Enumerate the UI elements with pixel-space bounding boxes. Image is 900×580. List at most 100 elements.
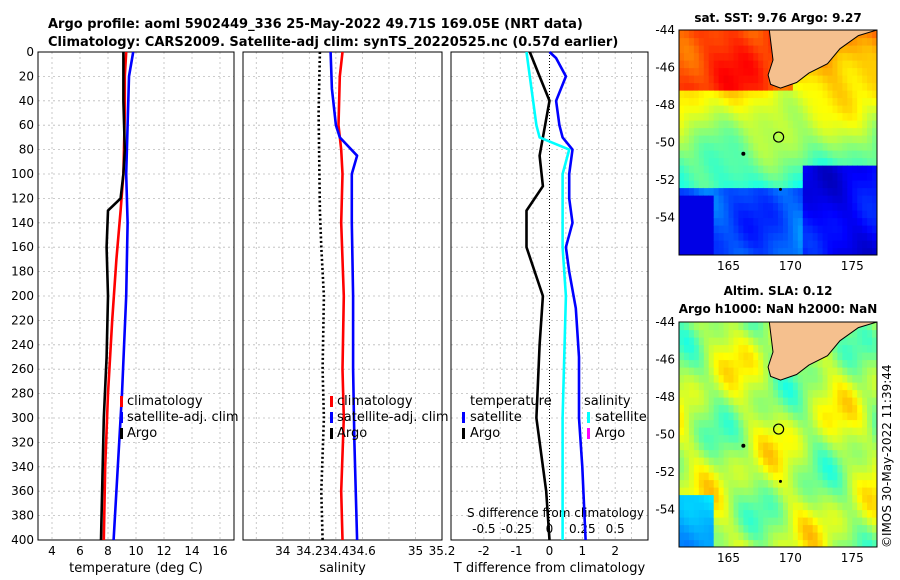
- map-cell: [768, 60, 774, 69]
- map-cell: [862, 374, 868, 383]
- map-cell: [872, 165, 877, 174]
- map-cell: [718, 187, 725, 196]
- map-cell: [748, 97, 754, 106]
- map-cell: [713, 397, 720, 406]
- map-cell: [713, 45, 720, 54]
- map-cell: [842, 344, 848, 353]
- map-cell: [733, 157, 740, 166]
- map-cell: [872, 427, 877, 436]
- map-cell: [787, 105, 794, 114]
- map-cell: [857, 427, 863, 436]
- map-cell: [783, 487, 789, 496]
- map-cell: [679, 442, 685, 451]
- map-cell: [832, 359, 839, 368]
- map-cell: [852, 449, 858, 458]
- map-cell: [857, 247, 863, 255]
- map-cell: [723, 67, 730, 76]
- map-cell: [753, 427, 759, 436]
- map-cell: [832, 449, 839, 458]
- map-cell: [872, 344, 877, 353]
- map-cell: [684, 352, 690, 361]
- map-cell: [817, 389, 824, 398]
- map-cell: [703, 367, 710, 376]
- map-cell: [817, 359, 824, 368]
- map-cell: [753, 419, 759, 428]
- map-cell: [867, 90, 873, 99]
- map-cell: [852, 464, 858, 473]
- map-cell: [733, 210, 740, 219]
- map-cell: [817, 502, 824, 511]
- map-cell: [758, 150, 764, 159]
- map-cell: [768, 127, 774, 136]
- map-cell: [693, 509, 700, 518]
- map-cell: [832, 240, 839, 249]
- map-cell: [847, 112, 853, 121]
- map-cell: [679, 37, 685, 46]
- map-cell: [703, 389, 710, 398]
- map-cell: [787, 389, 794, 398]
- map-cell: [753, 60, 759, 69]
- map-cell: [872, 374, 877, 383]
- map-cell: [693, 382, 700, 391]
- y-tick-label: 120: [11, 191, 34, 205]
- map-cell: [827, 67, 834, 76]
- map-cell: [792, 374, 799, 383]
- map-y-tick-label: -48: [655, 98, 675, 112]
- x-axis-label: temperature (deg C): [69, 561, 203, 576]
- map-cell: [693, 412, 700, 421]
- map-cell: [842, 359, 848, 368]
- map-cell: [812, 82, 819, 91]
- map-cell: [679, 82, 685, 91]
- map-cell: [688, 195, 695, 204]
- map-cell: [817, 180, 824, 189]
- map-cell: [693, 37, 700, 46]
- map-cell: [778, 180, 784, 189]
- map-cell: [703, 120, 710, 129]
- map-cell: [684, 105, 690, 114]
- map-cell: [753, 397, 759, 406]
- map-cell: [807, 397, 814, 406]
- map-cell: [792, 172, 799, 181]
- map-cell: [684, 367, 690, 376]
- map-cell: [827, 539, 834, 547]
- map-cell: [862, 52, 868, 61]
- map-cell: [872, 502, 877, 511]
- map-cell: [852, 45, 858, 54]
- map-cell: [688, 382, 695, 391]
- map-cell: [753, 172, 759, 181]
- map-cell: [723, 172, 730, 181]
- map-cell: [852, 389, 858, 398]
- map-cell: [753, 37, 759, 46]
- map-cell: [847, 232, 853, 241]
- map-cell: [693, 120, 700, 129]
- map-cell: [852, 344, 858, 353]
- map-cell: [872, 112, 877, 121]
- map-cell: [713, 374, 720, 383]
- map-cell: [733, 172, 740, 181]
- map-cell: [708, 45, 715, 54]
- map-cell: [778, 90, 784, 99]
- map-cell: [728, 472, 735, 481]
- map-cell: [867, 404, 873, 413]
- map-cell: [857, 359, 863, 368]
- salinity-legend: climatology satellite-adj. clim Argo: [330, 394, 449, 441]
- map-cell: [792, 487, 799, 496]
- map-cell: [827, 419, 834, 428]
- map-cell: [679, 202, 685, 211]
- map-cell: [847, 412, 853, 421]
- map-cell: [792, 434, 799, 443]
- map-cell: [822, 532, 829, 541]
- map-cell: [679, 367, 685, 376]
- map-cell: [797, 382, 804, 391]
- map-cell: [738, 172, 744, 181]
- map-cell: [728, 457, 735, 466]
- map-cell: [738, 67, 744, 76]
- map-cell: [847, 502, 853, 511]
- map-cell: [723, 487, 730, 496]
- map-cell: [748, 75, 754, 84]
- map-cell: [847, 449, 853, 458]
- map-cell: [748, 120, 754, 129]
- map-cell: [713, 419, 720, 428]
- map-cell: [723, 434, 730, 443]
- map-cell: [743, 75, 749, 84]
